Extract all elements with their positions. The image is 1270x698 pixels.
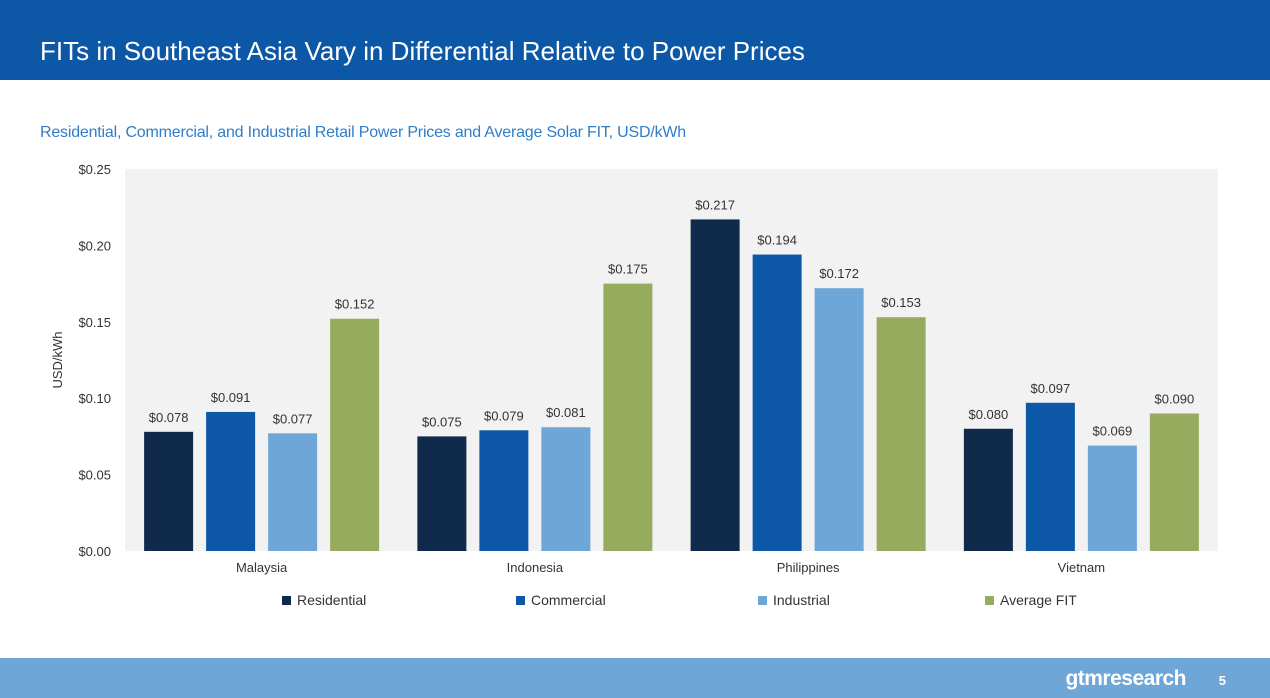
data-label: $0.075 — [422, 414, 462, 429]
bar-commercial — [206, 411, 256, 551]
data-label: $0.175 — [608, 262, 648, 277]
bar-industrial — [814, 288, 864, 551]
legend-swatch — [758, 595, 767, 605]
data-label: $0.090 — [1154, 391, 1194, 406]
bar-residential — [963, 428, 1013, 551]
legend-item: Commercial — [516, 592, 606, 608]
header-band — [0, 0, 1270, 80]
brand-logo: gtmresearch — [1065, 667, 1186, 690]
data-label: $0.217 — [695, 197, 735, 212]
x-tick-label: Indonesia — [507, 560, 564, 575]
legend-label: Industrial — [773, 592, 830, 608]
data-label: $0.081 — [546, 405, 586, 420]
slide-title: FITs in Southeast Asia Vary in Different… — [40, 36, 805, 66]
data-label: $0.172 — [819, 266, 859, 281]
data-label: $0.091 — [211, 390, 251, 405]
data-label: $0.194 — [757, 233, 797, 248]
data-label: $0.097 — [1030, 381, 1070, 396]
bar-commercial — [479, 430, 529, 551]
bar-residential — [690, 219, 740, 551]
legend-label: Residential — [297, 592, 367, 608]
legend-item: Average FIT — [985, 592, 1077, 608]
bar-commercial — [752, 254, 802, 551]
bar-average-fit — [876, 317, 926, 551]
chart-legend: Residential Commercial Industrial Average F… — [0, 592, 1270, 616]
y-tick-label: $0.25 — [78, 162, 111, 177]
y-axis-label: USD/kWh — [50, 331, 65, 388]
data-label: $0.077 — [273, 411, 313, 426]
data-label: $0.153 — [881, 295, 921, 310]
y-tick-label: $0.05 — [78, 468, 111, 483]
data-label: $0.078 — [149, 410, 189, 425]
x-tick-label: Vietnam — [1058, 560, 1105, 575]
bar-industrial — [268, 433, 318, 551]
x-tick-label: Philippines — [777, 560, 840, 575]
bar-average-fit — [603, 283, 653, 551]
chart: $0.00 $0.05 $0.10 $0.15 $0.20 $0.25 USD/kWh $0.… — [50, 162, 1218, 575]
legend-label: Commercial — [531, 592, 606, 608]
legend-swatch — [516, 595, 525, 605]
data-label: $0.079 — [484, 408, 524, 423]
page-number: 5 — [1218, 673, 1226, 688]
legend-swatch — [985, 595, 994, 605]
data-label: $0.152 — [335, 297, 375, 312]
y-tick-label: $0.20 — [78, 238, 111, 253]
bar-average-fit — [330, 318, 380, 551]
bar-residential — [144, 431, 194, 551]
chart-title: Residential, Commercial, and Industrial … — [40, 124, 686, 141]
y-tick-label: $0.10 — [78, 391, 111, 406]
bar-average-fit — [1149, 413, 1199, 551]
bar-industrial — [541, 427, 591, 551]
y-tick-label: $0.00 — [78, 544, 111, 559]
legend-label: Average FIT — [1000, 592, 1077, 608]
legend-item: Industrial — [758, 592, 830, 608]
legend-swatch — [282, 595, 291, 605]
data-label: $0.069 — [1092, 424, 1132, 439]
bar-commercial — [1025, 402, 1075, 551]
legend-item: Residential — [282, 592, 366, 608]
bar-residential — [417, 436, 467, 551]
footer-band — [0, 658, 1270, 698]
data-label: $0.080 — [968, 407, 1008, 422]
bar-industrial — [1087, 445, 1137, 551]
y-tick-label: $0.15 — [78, 315, 111, 330]
x-tick-label: Malaysia — [236, 560, 288, 575]
